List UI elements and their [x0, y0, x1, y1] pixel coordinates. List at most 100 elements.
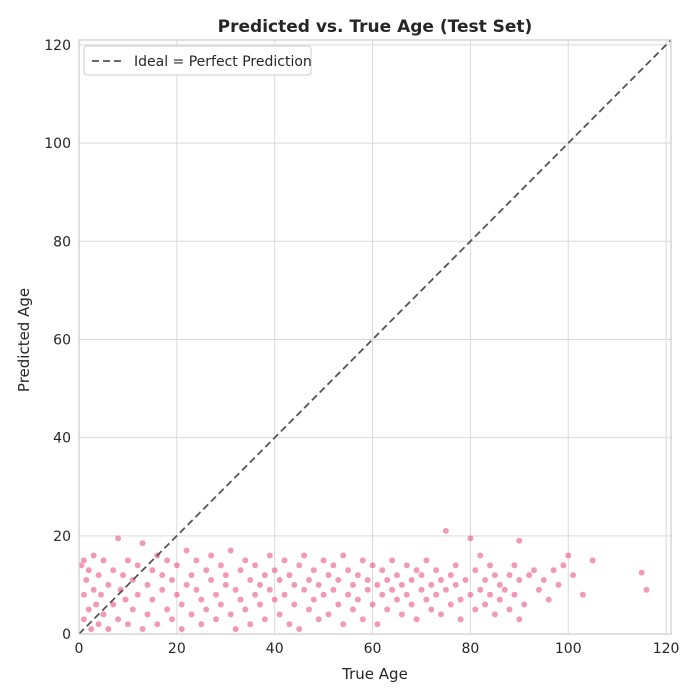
data-point — [158, 571, 166, 579]
data-point — [506, 571, 513, 579]
data-point — [520, 601, 528, 608]
data-point — [217, 561, 225, 569]
x-axis-label: True Age — [341, 665, 408, 683]
data-point — [95, 571, 103, 579]
data-point — [212, 615, 220, 623]
x-tick-label: 60 — [364, 641, 382, 657]
data-point — [486, 591, 494, 599]
data-point — [153, 620, 161, 628]
data-point — [85, 566, 93, 574]
data-point — [364, 576, 372, 584]
data-point — [422, 596, 430, 604]
y-axis-label: Predicted Age — [15, 288, 33, 392]
y-tick-label: 100 — [44, 136, 71, 152]
data-point — [207, 576, 215, 584]
data-point — [476, 586, 484, 594]
data-point — [481, 601, 489, 608]
data-point — [447, 571, 455, 579]
data-point — [237, 566, 244, 574]
data-point — [207, 552, 215, 559]
data-point — [369, 601, 377, 608]
data-point — [295, 561, 303, 569]
data-point — [281, 556, 288, 564]
data-point — [104, 625, 112, 633]
data-point — [124, 620, 132, 628]
data-point — [471, 606, 479, 613]
data-point — [285, 571, 293, 579]
y-tick-label: 0 — [62, 627, 71, 643]
data-point — [408, 601, 416, 608]
data-point — [510, 561, 518, 569]
x-tick-label: 20 — [168, 641, 186, 657]
data-point — [281, 591, 288, 599]
data-point — [222, 581, 230, 589]
x-tick-label: 100 — [555, 641, 582, 657]
data-point — [559, 561, 567, 569]
data-point — [383, 576, 391, 584]
data-point — [329, 586, 337, 594]
data-point — [251, 591, 259, 599]
data-point — [437, 576, 445, 584]
data-point — [134, 561, 142, 569]
data-point — [349, 581, 357, 589]
data-point — [168, 615, 176, 623]
data-point — [310, 566, 318, 574]
data-point — [134, 591, 142, 599]
data-point — [80, 556, 88, 564]
data-point — [481, 576, 489, 584]
data-point — [457, 596, 465, 604]
data-point — [202, 606, 210, 613]
data-point — [256, 601, 264, 608]
data-point — [589, 556, 597, 564]
data-point — [643, 586, 650, 594]
data-point — [398, 610, 406, 618]
data-point — [251, 561, 259, 569]
data-point — [104, 581, 112, 589]
axis-ticks: 0 20 40 60 80 100 120 0 20 40 60 80 100 120 — [44, 38, 679, 657]
data-point — [300, 552, 308, 559]
data-point — [100, 610, 107, 618]
data-point — [525, 571, 533, 579]
data-point — [90, 552, 98, 559]
data-point — [555, 581, 562, 589]
data-point — [432, 591, 440, 599]
data-point — [271, 566, 279, 574]
y-tick-label: 20 — [53, 529, 71, 545]
data-point — [393, 596, 401, 604]
data-point — [241, 606, 249, 613]
data-point — [305, 606, 313, 613]
data-point — [369, 561, 377, 569]
data-point — [364, 586, 372, 594]
data-point — [227, 610, 235, 618]
data-point — [246, 620, 254, 628]
data-point — [398, 581, 406, 589]
data-point — [148, 596, 156, 604]
data-point — [197, 620, 205, 628]
data-point — [188, 610, 195, 618]
x-tick-label: 80 — [461, 641, 479, 657]
data-point — [378, 566, 386, 574]
data-point — [418, 571, 425, 579]
data-point — [82, 576, 90, 584]
data-point — [476, 552, 484, 559]
data-point — [354, 571, 362, 579]
data-point — [85, 606, 93, 613]
data-point — [183, 581, 191, 589]
data-point — [271, 596, 279, 604]
data-point — [232, 625, 240, 633]
data-point — [310, 596, 318, 604]
data-point — [92, 601, 100, 608]
data-point — [403, 591, 411, 599]
data-point — [378, 591, 386, 599]
data-point — [276, 576, 284, 584]
data-point — [237, 596, 244, 604]
chart-title: Predicted vs. True Age (Test Set) — [218, 17, 533, 37]
data-point — [212, 591, 220, 599]
data-point — [139, 625, 147, 633]
plot-frame — [78, 39, 672, 635]
data-point — [315, 615, 323, 623]
data-point — [276, 610, 284, 618]
data-point — [452, 561, 460, 569]
data-point — [447, 601, 455, 608]
